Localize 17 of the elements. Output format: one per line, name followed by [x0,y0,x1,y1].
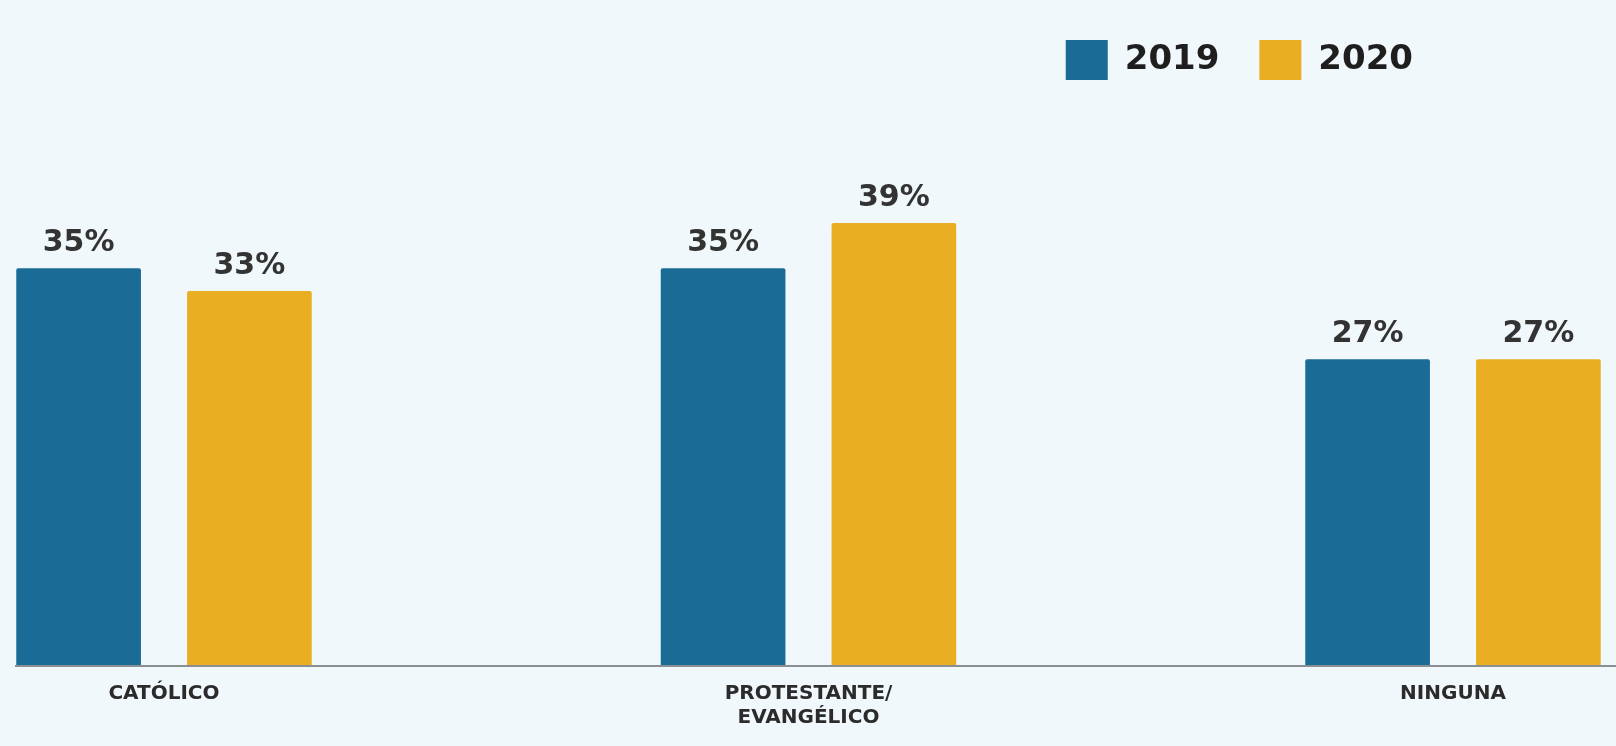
x-tick-label: CATÓLICO [108,680,220,705]
data-label: 35% [42,223,115,259]
bar [1305,359,1430,666]
data-label: 35% [687,223,760,259]
bar [1476,359,1601,666]
bar [187,291,312,666]
x-tick-label: NINGUNA [1400,680,1507,705]
bar [660,268,786,666]
legend-label: 2019 [1124,36,1220,77]
data-label: 39% [857,177,930,213]
data-label: 27% [1331,314,1404,350]
x-tick-label: PROTESTANTE/ EVANGÉLICO [724,680,894,729]
data-label: 33% [213,245,286,281]
bar [16,268,141,666]
data-label: 27% [1502,314,1575,350]
bar [831,222,957,666]
legend-label: 2020 [1318,36,1414,77]
